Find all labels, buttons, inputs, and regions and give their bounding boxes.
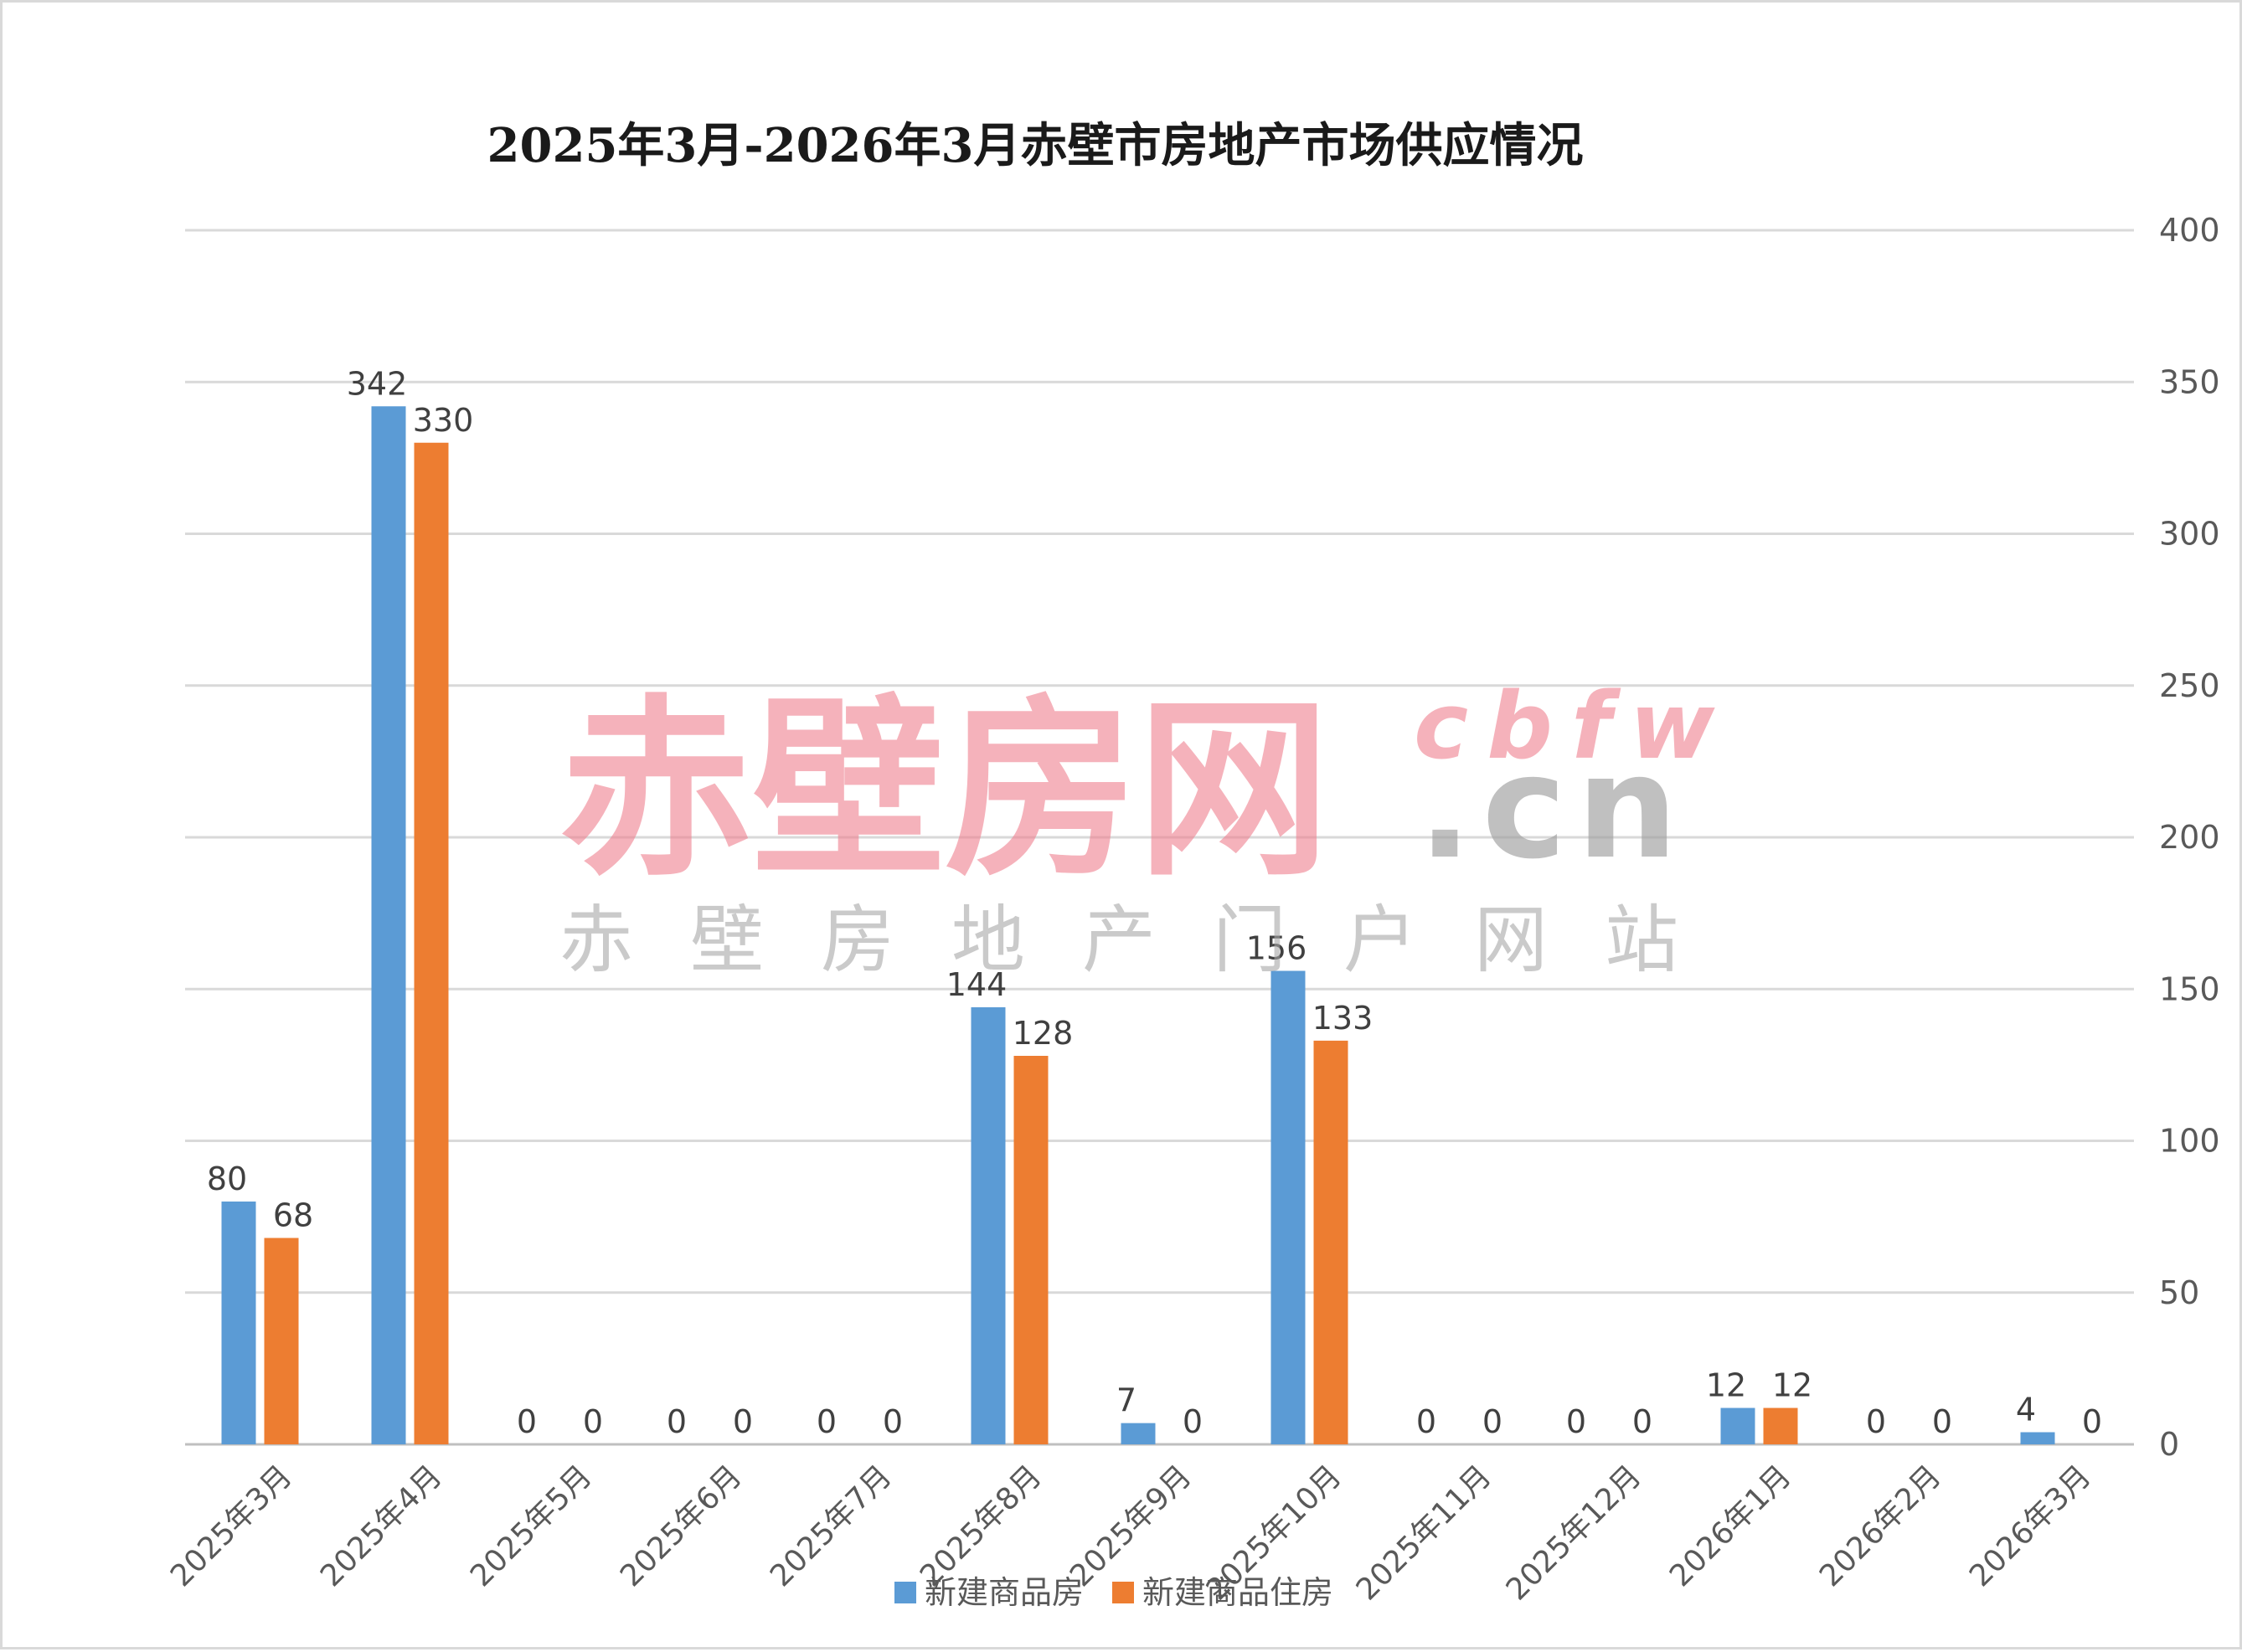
data-label: 0 <box>733 1403 753 1440</box>
data-label: 0 <box>1932 1403 1952 1440</box>
watermark-subtitle-char: 地 <box>951 897 1025 983</box>
bar-series1 <box>1121 1423 1156 1444</box>
data-label: 0 <box>1632 1403 1652 1440</box>
bar-chart: 2025年3月-2026年3月赤壁市房地产市场供应情况 0 50 100 150 200… <box>164 118 2220 1611</box>
category-label: 2025年5月 <box>464 1459 599 1593</box>
bar-series1 <box>221 1202 256 1444</box>
data-label: 0 <box>883 1403 903 1440</box>
data-label: 0 <box>1566 1403 1586 1440</box>
watermark-subtitle: 赤壁房地产门户网站 <box>559 897 1678 983</box>
data-label: 0 <box>1482 1403 1502 1440</box>
bar-series2 <box>1013 1056 1049 1444</box>
legend-swatch <box>894 1582 916 1603</box>
watermark-subtitle-char: 户 <box>1343 897 1417 983</box>
category-label: 2026年1月 <box>1663 1459 1798 1593</box>
bar-series1 <box>1720 1408 1755 1444</box>
data-label: 0 <box>1866 1403 1886 1440</box>
gridlines <box>185 229 2134 1446</box>
y-tick-label: 50 <box>2159 1274 2199 1311</box>
y-tick-label: 100 <box>2159 1123 2220 1160</box>
category-label: 2025年11月 <box>1350 1459 1498 1607</box>
y-tick-label: 200 <box>2159 819 2220 856</box>
data-label: 0 <box>817 1403 837 1440</box>
category-label: 2025年4月 <box>314 1459 449 1593</box>
y-tick-label: 400 <box>2159 212 2220 249</box>
watermark-subtitle-char: 产 <box>1082 897 1156 983</box>
watermark-subtitle-char: 门 <box>1213 897 1286 983</box>
legend-swatch <box>1112 1582 1134 1603</box>
data-label: 7 <box>1116 1382 1136 1419</box>
data-label: 133 <box>1312 1000 1374 1037</box>
bar-series2 <box>264 1238 299 1444</box>
watermark: 赤壁房网 cbfw .cn 赤壁房地产门户网站 <box>559 672 1733 983</box>
data-label: 0 <box>517 1403 537 1440</box>
legend-entry: 新建商品房 <box>925 1574 1084 1611</box>
data-label: 12 <box>1772 1367 1812 1404</box>
data-label: 0 <box>667 1403 687 1440</box>
watermark-subtitle-char: 网 <box>1474 897 1548 983</box>
y-tick-label: 0 <box>2159 1426 2179 1463</box>
watermark-domain-top: cbfw <box>1414 672 1733 780</box>
category-label: 2026年2月 <box>1813 1459 1948 1593</box>
y-tick-label: 150 <box>2159 970 2220 1007</box>
watermark-subtitle-char: 壁 <box>690 897 764 983</box>
data-label: 0 <box>1416 1403 1436 1440</box>
category-label: 2025年7月 <box>764 1459 899 1593</box>
watermark-subtitle-char: 赤 <box>559 897 633 983</box>
data-label: 12 <box>1706 1367 1746 1404</box>
chart-title: 2025年3月-2026年3月赤壁市房地产市场供应情况 <box>487 118 1584 173</box>
bar-series2 <box>414 442 449 1444</box>
y-tick-label: 300 <box>2159 516 2220 553</box>
legend-entry: 新建商品住房 <box>1142 1574 1333 1611</box>
bar-series1 <box>371 406 406 1444</box>
bar-series1 <box>1270 970 1306 1444</box>
data-label: 156 <box>1246 930 1307 967</box>
watermark-subtitle-char: 站 <box>1605 897 1678 983</box>
category-label: 2025年12月 <box>1500 1459 1648 1607</box>
category-label: 2025年6月 <box>614 1459 749 1593</box>
category-label: 2025年3月 <box>164 1459 299 1593</box>
watermark-subtitle-char: 房 <box>821 897 894 983</box>
data-label: 68 <box>273 1197 313 1234</box>
data-label: 4 <box>2016 1392 2036 1428</box>
y-axis-ticks: 0 50 100 150 200 250 300 350 400 <box>2159 212 2220 1463</box>
bar-series1 <box>2020 1432 2055 1444</box>
watermark-domain-bottom: .cn <box>1418 725 1688 891</box>
y-tick-label: 250 <box>2159 667 2220 704</box>
bar-series1 <box>971 1007 1006 1444</box>
data-label: 342 <box>347 365 408 402</box>
data-label: 0 <box>1183 1403 1203 1440</box>
data-label: 80 <box>207 1161 247 1197</box>
bars <box>221 406 2055 1444</box>
data-label: 0 <box>2082 1403 2102 1440</box>
y-tick-label: 350 <box>2159 363 2220 400</box>
data-label: 0 <box>583 1403 603 1440</box>
data-label: 330 <box>413 402 474 439</box>
bar-series2 <box>1313 1040 1348 1444</box>
watermark-main-text: 赤壁房网 <box>559 679 1330 903</box>
bar-series2 <box>1763 1408 1798 1444</box>
legend: 新建商品房 新建商品住房 <box>894 1574 1333 1611</box>
data-label: 144 <box>946 966 1008 1003</box>
data-label: 128 <box>1013 1015 1074 1052</box>
category-label: 2026年3月 <box>1963 1459 2098 1593</box>
